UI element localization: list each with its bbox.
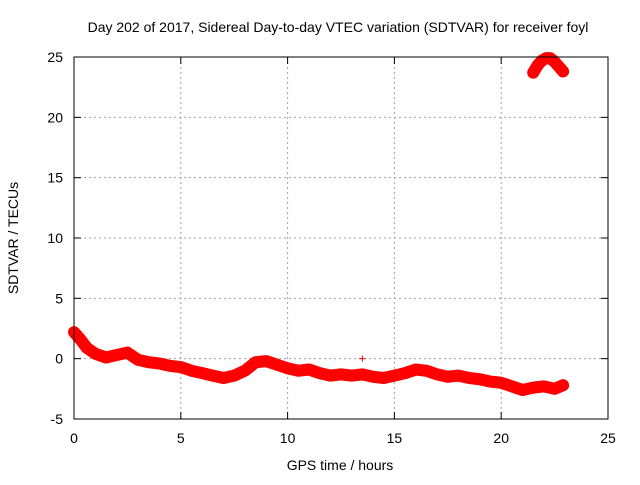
data-point-main	[434, 371, 441, 378]
data-point-main	[466, 374, 473, 381]
x-axis-label: GPS time / hours	[287, 457, 394, 473]
data-point-peak	[560, 68, 567, 75]
data-point-main	[305, 366, 312, 373]
data-point-main	[231, 372, 238, 379]
data-point-isolated	[359, 355, 366, 362]
data-layer	[67, 52, 570, 397]
y-tick-label: 25	[47, 49, 63, 65]
data-point-main	[188, 367, 195, 374]
data-point-main	[487, 378, 494, 385]
tick-layer: 0 5 10 15 20 25 -5 0 5 10 15 20 25	[47, 49, 616, 446]
data-point-peak	[534, 62, 541, 69]
chart-title: Day 202 of 2017, Sidereal Day-to-day VTE…	[88, 19, 589, 35]
data-point-main	[338, 371, 344, 378]
data-point-main	[444, 373, 451, 380]
data-point-main	[252, 359, 259, 366]
data-point-main	[92, 350, 99, 357]
x-tick-label: 10	[280, 430, 296, 446]
data-point-main	[156, 360, 163, 367]
data-point-main	[316, 370, 323, 377]
grid-layer	[74, 57, 608, 419]
data-point-main	[284, 365, 291, 372]
data-point-peak	[551, 58, 558, 65]
data-point-main	[455, 372, 462, 379]
data-point-main	[423, 367, 430, 374]
x-tick-label: 15	[387, 430, 403, 446]
data-point-peak	[538, 57, 545, 64]
data-point-peak	[547, 55, 554, 62]
data-point-main	[370, 373, 377, 380]
data-point-main	[327, 372, 334, 379]
y-tick-label: 20	[47, 109, 63, 125]
data-point-main	[476, 376, 483, 383]
data-point-main	[167, 362, 174, 369]
data-point-main	[241, 367, 248, 374]
data-point-main	[220, 374, 227, 381]
x-tick-label: 25	[600, 430, 616, 446]
data-point-main	[391, 372, 398, 379]
data-point-main	[273, 361, 280, 368]
data-point-main	[113, 352, 120, 359]
data-point-main	[295, 367, 302, 374]
data-point-main	[209, 372, 216, 379]
x-tick-label: 5	[177, 430, 185, 446]
y-tick-label: 15	[47, 170, 63, 186]
x-tick-label: 20	[493, 430, 509, 446]
data-point-main	[199, 370, 206, 377]
y-tick-label: -5	[51, 411, 64, 427]
data-point-main	[348, 372, 355, 379]
data-point-main	[359, 371, 366, 378]
data-point-main	[380, 374, 387, 381]
data-point-main	[135, 356, 142, 363]
data-point-main	[77, 336, 84, 343]
data-point-main	[498, 379, 505, 386]
data-point-main	[412, 366, 419, 373]
data-point-main	[177, 364, 184, 371]
data-point-peak	[555, 63, 562, 70]
data-point-main	[402, 370, 409, 377]
data-point-main	[560, 382, 567, 389]
data-point-main	[145, 359, 152, 366]
x-tick-label: 0	[70, 430, 78, 446]
data-point-main	[519, 387, 526, 394]
data-point-main	[508, 383, 515, 390]
data-point-main	[551, 385, 558, 392]
y-tick-label: 0	[55, 351, 63, 367]
data-point-main	[530, 384, 537, 391]
y-tick-label: 10	[47, 230, 63, 246]
data-point-main	[263, 358, 270, 365]
y-tick-label: 5	[55, 290, 63, 306]
data-point-main	[124, 349, 131, 356]
data-point-peak	[530, 69, 537, 76]
data-point-main	[103, 354, 110, 361]
data-point-main	[540, 383, 547, 390]
data-point-main	[83, 344, 90, 351]
y-axis-label: SDTVAR / TECUs	[5, 182, 21, 294]
